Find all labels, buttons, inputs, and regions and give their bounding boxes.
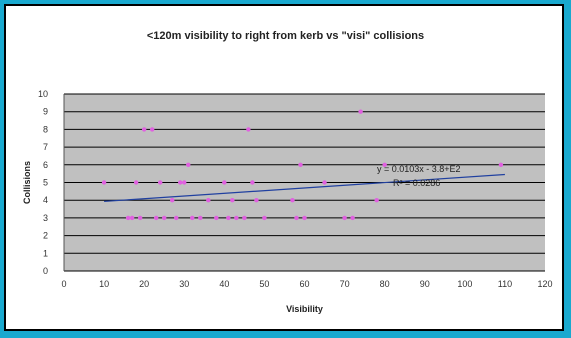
data-point bbox=[149, 127, 155, 132]
data-point bbox=[498, 162, 504, 167]
y-tick-label: 4 bbox=[43, 195, 48, 205]
x-tick-label: 90 bbox=[420, 279, 430, 289]
data-point bbox=[342, 215, 347, 221]
data-point bbox=[214, 215, 219, 221]
y-tick-label: 6 bbox=[43, 160, 48, 170]
x-tick-label: 110 bbox=[498, 279, 512, 289]
data-point bbox=[242, 215, 247, 221]
data-point bbox=[153, 215, 159, 221]
x-tick-label: 60 bbox=[299, 279, 309, 289]
data-point bbox=[178, 180, 183, 185]
x-tick-label: 20 bbox=[139, 279, 149, 289]
data-point bbox=[254, 198, 259, 203]
y-tick-label: 0 bbox=[43, 266, 48, 276]
x-tick-label: 70 bbox=[340, 279, 350, 289]
data-points bbox=[101, 109, 504, 221]
data-point bbox=[158, 180, 163, 185]
data-point bbox=[290, 198, 295, 203]
data-point bbox=[230, 198, 235, 203]
y-axis-ticks: 0 1 2 3 4 5 6 7 8 9 10 bbox=[38, 89, 48, 276]
data-point bbox=[101, 180, 107, 185]
data-point bbox=[262, 215, 267, 221]
data-point bbox=[250, 180, 255, 185]
data-point bbox=[358, 109, 363, 114]
x-tick-label: 30 bbox=[179, 279, 189, 289]
trendline-r-squared: R² = 0.0286 bbox=[393, 178, 440, 188]
x-axis-title: Visibility bbox=[286, 304, 323, 314]
y-tick-label: 1 bbox=[43, 248, 48, 258]
x-tick-label: 80 bbox=[380, 279, 390, 289]
data-point bbox=[246, 127, 251, 132]
y-tick-label: 5 bbox=[43, 178, 48, 188]
data-point bbox=[374, 198, 379, 203]
data-point bbox=[198, 215, 203, 221]
data-point bbox=[125, 215, 131, 221]
data-point bbox=[226, 215, 231, 221]
data-point bbox=[137, 215, 143, 221]
trendline bbox=[104, 173, 505, 203]
data-point bbox=[129, 215, 135, 221]
y-tick-label: 8 bbox=[43, 124, 48, 134]
data-point bbox=[294, 215, 299, 221]
x-tick-label: 40 bbox=[219, 279, 229, 289]
data-point bbox=[206, 198, 211, 203]
data-point bbox=[382, 162, 387, 167]
y-tick-label: 7 bbox=[43, 142, 48, 152]
x-tick-label: 0 bbox=[61, 279, 66, 289]
x-tick-label: 120 bbox=[537, 279, 552, 289]
data-point bbox=[190, 215, 195, 221]
data-point bbox=[322, 180, 327, 185]
x-tick-label: 50 bbox=[259, 279, 269, 289]
data-point bbox=[186, 162, 191, 167]
y-tick-label: 3 bbox=[43, 213, 48, 223]
data-point bbox=[234, 215, 239, 221]
data-point bbox=[298, 162, 303, 167]
data-point bbox=[182, 180, 187, 185]
y-tick-label: 2 bbox=[43, 231, 48, 241]
data-point bbox=[133, 180, 139, 185]
data-point bbox=[170, 198, 175, 203]
data-point bbox=[302, 215, 307, 221]
trendline-equation: y = 0.0103x - 3.8+E2 bbox=[377, 164, 461, 174]
data-point bbox=[222, 180, 227, 185]
x-tick-label: 100 bbox=[457, 279, 472, 289]
y-tick-label: 9 bbox=[43, 107, 48, 117]
data-point bbox=[141, 127, 147, 132]
x-axis-ticks: 0 10 20 30 40 50 60 70 80 90 100 110 120 bbox=[61, 279, 552, 289]
data-point bbox=[350, 215, 355, 221]
data-point bbox=[162, 215, 167, 221]
chart-title: <120m visibility to right from kerb vs "… bbox=[146, 30, 425, 42]
data-point bbox=[174, 215, 179, 221]
x-tick-label: 10 bbox=[99, 279, 109, 289]
y-tick-label: 10 bbox=[38, 89, 48, 99]
y-axis-title: Collisions bbox=[22, 161, 32, 204]
